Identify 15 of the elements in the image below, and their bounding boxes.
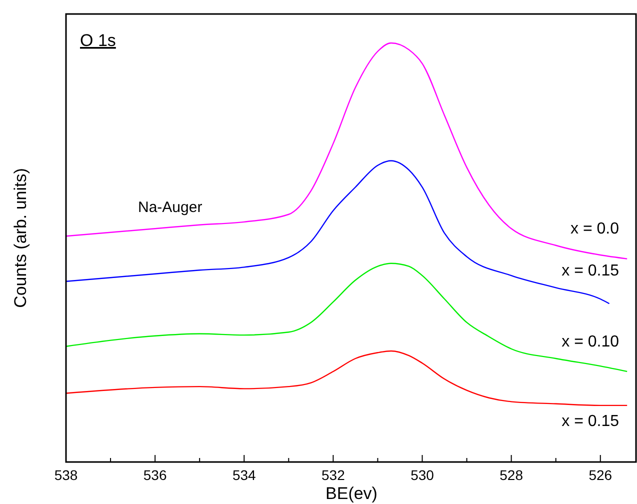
x-tick-label: 526: [588, 467, 612, 483]
x-tick-label: 528: [500, 467, 524, 483]
annotation: Na-Auger: [138, 199, 202, 216]
x-axis-title: BE(ev): [326, 484, 378, 503]
series-label: x = 0.0: [570, 220, 620, 238]
series-label: x = 0.15: [562, 262, 620, 280]
x-tick-label: 538: [54, 467, 78, 483]
x-tick-label: 534: [232, 467, 256, 483]
x-tick-label: 532: [322, 467, 346, 483]
y-axis-title: Counts (arb. units): [11, 168, 30, 308]
series-label: x = 0.10: [562, 334, 620, 351]
series-label: x = 0.15: [562, 412, 620, 430]
x-tick-label: 530: [410, 467, 434, 483]
x-tick-label: 536: [143, 467, 167, 483]
annotation: O 1s: [80, 31, 116, 50]
